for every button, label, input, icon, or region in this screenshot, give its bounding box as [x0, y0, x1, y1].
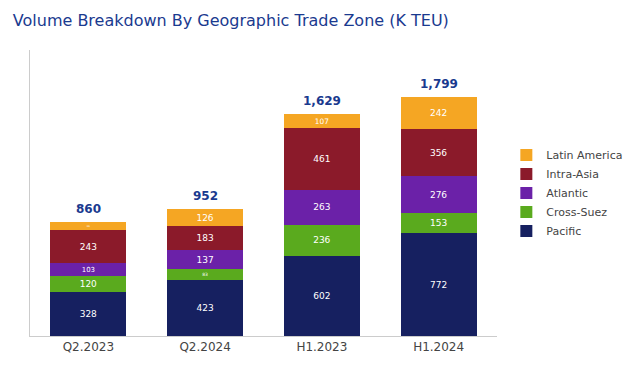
svg-text:Intra-Asia: Intra-Asia: [546, 168, 599, 181]
svg-text:137: 137: [197, 255, 214, 265]
svg-text:1,799: 1,799: [420, 77, 458, 91]
svg-text:243: 243: [80, 242, 97, 252]
svg-text:Pacific: Pacific: [546, 225, 581, 238]
svg-text:602: 602: [313, 291, 330, 301]
svg-text:Volume Breakdown By Geographic: Volume Breakdown By Geographic Trade Zon…: [13, 11, 449, 30]
svg-text:H1.2024: H1.2024: [413, 340, 464, 354]
svg-text:263: 263: [313, 202, 330, 212]
svg-text:860: 860: [76, 202, 101, 216]
svg-text:356: 356: [430, 148, 447, 158]
svg-text:Atlantic: Atlantic: [546, 187, 588, 200]
svg-text:328: 328: [80, 309, 97, 319]
svg-text:Cross-Suez: Cross-Suez: [546, 206, 607, 219]
svg-text:Q2.2023: Q2.2023: [63, 340, 114, 354]
svg-text:120: 120: [80, 279, 97, 289]
svg-text:242: 242: [430, 108, 447, 118]
svg-text:103: 103: [82, 266, 95, 274]
svg-text:Latin America: Latin America: [546, 149, 622, 162]
svg-text:772: 772: [430, 280, 447, 290]
svg-text:83: 83: [202, 272, 208, 277]
svg-text:66: 66: [87, 225, 91, 228]
svg-text:183: 183: [197, 233, 214, 243]
svg-text:126: 126: [196, 213, 213, 223]
svg-text:Q2.2024: Q2.2024: [179, 340, 230, 354]
svg-text:H1.2023: H1.2023: [296, 340, 347, 354]
svg-text:952: 952: [193, 189, 218, 203]
svg-text:461: 461: [313, 154, 330, 164]
svg-text:276: 276: [430, 190, 447, 200]
svg-text:423: 423: [197, 303, 214, 313]
svg-text:1,629: 1,629: [303, 94, 341, 108]
svg-text:107: 107: [315, 117, 329, 126]
svg-text:153: 153: [430, 218, 447, 228]
svg-text:236: 236: [313, 235, 330, 245]
